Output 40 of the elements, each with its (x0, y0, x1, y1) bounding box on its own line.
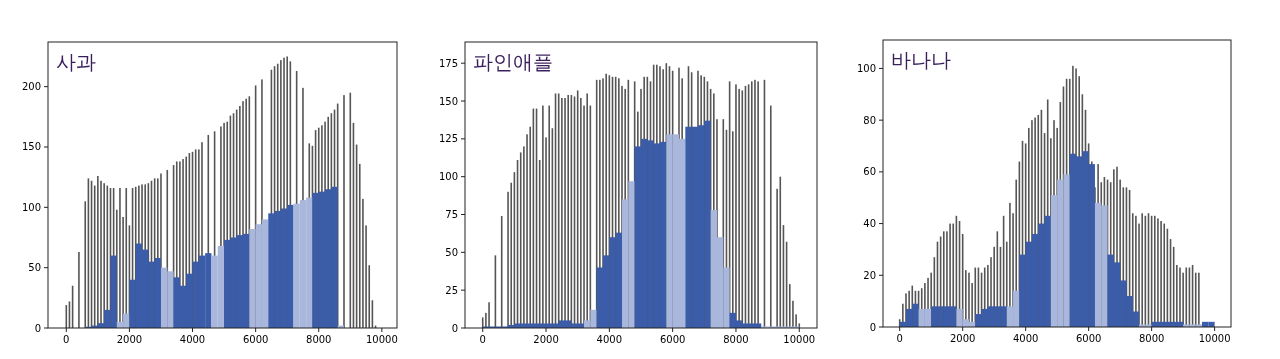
y-tick-label: 80 (863, 114, 876, 126)
x-tick-label: 6000 (242, 334, 269, 345)
y-tick-label: 20 (863, 269, 876, 281)
text: 바나나 (891, 48, 951, 72)
x-tick-label: 2000 (533, 334, 559, 345)
x-tick-label: 4000 (596, 334, 623, 345)
x-tick-label: 4000 (179, 334, 206, 345)
y-tick-label: 60 (863, 166, 876, 178)
x-tick-label: 8000 (723, 334, 749, 345)
chart-title: 사과 (56, 50, 96, 74)
x-tick-label: 0 (896, 333, 903, 344)
x-tick-label: 8000 (1138, 333, 1165, 344)
y-tick-label: 150 (21, 141, 41, 153)
y-tick-label: 150 (438, 95, 458, 107)
y-tick-label: 75 (445, 209, 458, 221)
y-tick-label: 125 (438, 133, 458, 145)
y-tick-label: 200 (21, 81, 41, 93)
y-tick-label: 0 (869, 321, 876, 333)
x-tick-label: 2000 (116, 334, 143, 345)
x-tick-label: 6000 (659, 334, 686, 345)
y-tick-label: 0 (34, 322, 41, 334)
x-tick-label: 10000 (365, 334, 398, 345)
x-tick-label: 10000 (783, 334, 816, 345)
x-tick-label: 0 (63, 334, 70, 345)
x-tick-label: 2000 (949, 333, 976, 344)
x-tick-label: 10000 (1198, 333, 1231, 344)
y-tick-label: 100 (856, 62, 876, 74)
x-tick-label: 6000 (1075, 333, 1102, 344)
y-tick-label: 40 (863, 218, 876, 230)
y-tick-label: 175 (438, 57, 458, 69)
y-tick-label: 0 (451, 322, 458, 334)
x-tick-label: 4000 (1012, 333, 1039, 344)
chart-title: 파인애플 (473, 50, 553, 74)
y-tick-label: 25 (445, 284, 458, 296)
y-tick-label: 50 (445, 246, 458, 258)
y-tick-label: 50 (28, 262, 41, 274)
y-tick-label: 100 (21, 201, 41, 213)
y-tick-label: 100 (438, 171, 458, 183)
x-tick-label: 0 (479, 334, 486, 345)
x-tick-label: 8000 (306, 334, 332, 345)
